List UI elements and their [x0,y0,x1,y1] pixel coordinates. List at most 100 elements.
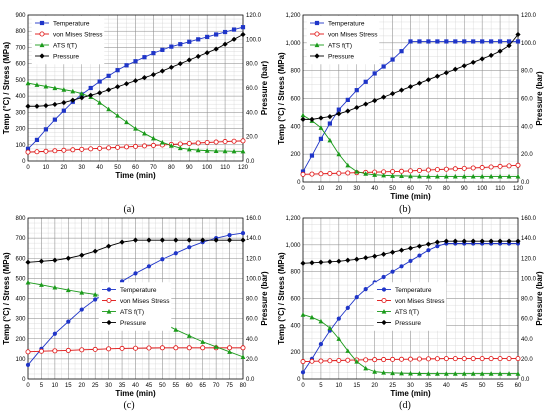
data-point [408,370,413,376]
data-point [52,117,57,122]
data-point [142,55,147,60]
data-point [363,365,369,371]
data-point [222,148,228,154]
data-point [372,369,378,374]
data-point [327,137,333,143]
y2-tick-label: 20.0 [246,357,258,363]
legend-swatch-marker [381,287,387,292]
data-point [186,140,192,146]
y-tick-label: 0 [22,159,26,165]
data-point [452,173,458,179]
data-point [92,291,98,297]
data-point [205,34,210,39]
legend-entry: ATS f(T) [328,42,352,49]
data-point [124,63,129,68]
data-point [227,345,233,351]
x-tick-label: 75 [226,383,233,389]
y-tick-label: 200 [15,337,26,343]
data-point [240,230,246,236]
data-point [115,144,121,150]
legend-swatch-marker [106,309,112,314]
data-point [300,112,306,118]
data-point [497,39,503,44]
data-point [416,80,423,86]
legend-swatch-marker [314,20,320,26]
data-point [497,48,503,54]
y2-tick-label: 120.0 [521,256,537,262]
data-point [65,287,71,293]
y-tick-label: 300 [15,317,26,323]
data-point [52,348,58,354]
data-point [168,143,174,148]
legend-entry: ATS f(T) [53,42,77,49]
data-point [318,259,324,265]
data-point [443,238,449,244]
chart-panel-1: 01002003004005006007008009000.020.040.06… [2,13,269,215]
data-point [408,173,413,179]
data-point [231,148,237,154]
legend-swatch-marker [314,53,320,59]
data-point [146,345,152,351]
data-point [66,319,71,324]
x-tick-label: 50 [114,165,121,171]
data-point [488,52,494,58]
data-point [97,90,103,96]
data-point [124,144,130,150]
data-point [115,68,120,73]
data-point [479,173,485,179]
data-point [173,327,179,332]
data-point [186,57,192,63]
data-point [97,100,103,105]
y2-tick-label: 120.0 [246,256,262,262]
data-point [79,307,84,312]
data-point [25,279,31,285]
data-point [381,94,387,100]
data-point [506,163,512,169]
data-point [214,32,219,37]
x-tick-label: 60 [515,383,522,389]
data-point [354,88,359,93]
y2-tick-label: 100.0 [521,41,537,47]
legend-entry: von Mises Stress [53,31,103,38]
y-tick-label: 800 [290,69,301,75]
data-point [173,345,179,351]
data-point [169,44,174,49]
data-point [146,264,152,269]
data-point [417,370,422,376]
data-point [34,82,40,87]
y2-tick-label: 40.0 [246,110,258,116]
data-point [470,59,476,65]
data-point [106,87,112,93]
data-point [381,357,387,363]
y-axis-title: Temp (°C) / Stress (MPa) [2,41,11,134]
data-point [489,39,494,44]
y-tick-label: 600 [290,97,301,103]
data-point [61,87,67,92]
data-point [132,237,139,243]
x-tick-label: 15 [353,383,360,389]
data-point [345,97,350,102]
x-axis-title: Time (min) [115,389,156,398]
data-point [453,39,458,44]
series-von-mises-stress [25,138,246,155]
x-tick-label: 70 [213,383,220,389]
data-point [213,344,219,349]
y2-tick-label: 0.0 [521,377,530,383]
data-point [452,238,458,244]
legend-entry: Temperature [120,287,157,294]
data-point [186,237,192,243]
data-point [363,357,369,363]
data-point [479,356,485,362]
data-point [372,253,378,259]
x-tick-label: 35 [425,383,432,389]
legend-swatch-marker [314,42,320,48]
data-point [34,149,40,155]
data-point [25,349,31,355]
data-point [133,271,138,276]
x-tick-label: 5 [40,383,44,389]
legend-swatch-marker [39,42,45,48]
data-point [43,83,49,89]
data-point [151,51,156,56]
data-point [186,333,192,338]
plot-frame [27,217,244,380]
